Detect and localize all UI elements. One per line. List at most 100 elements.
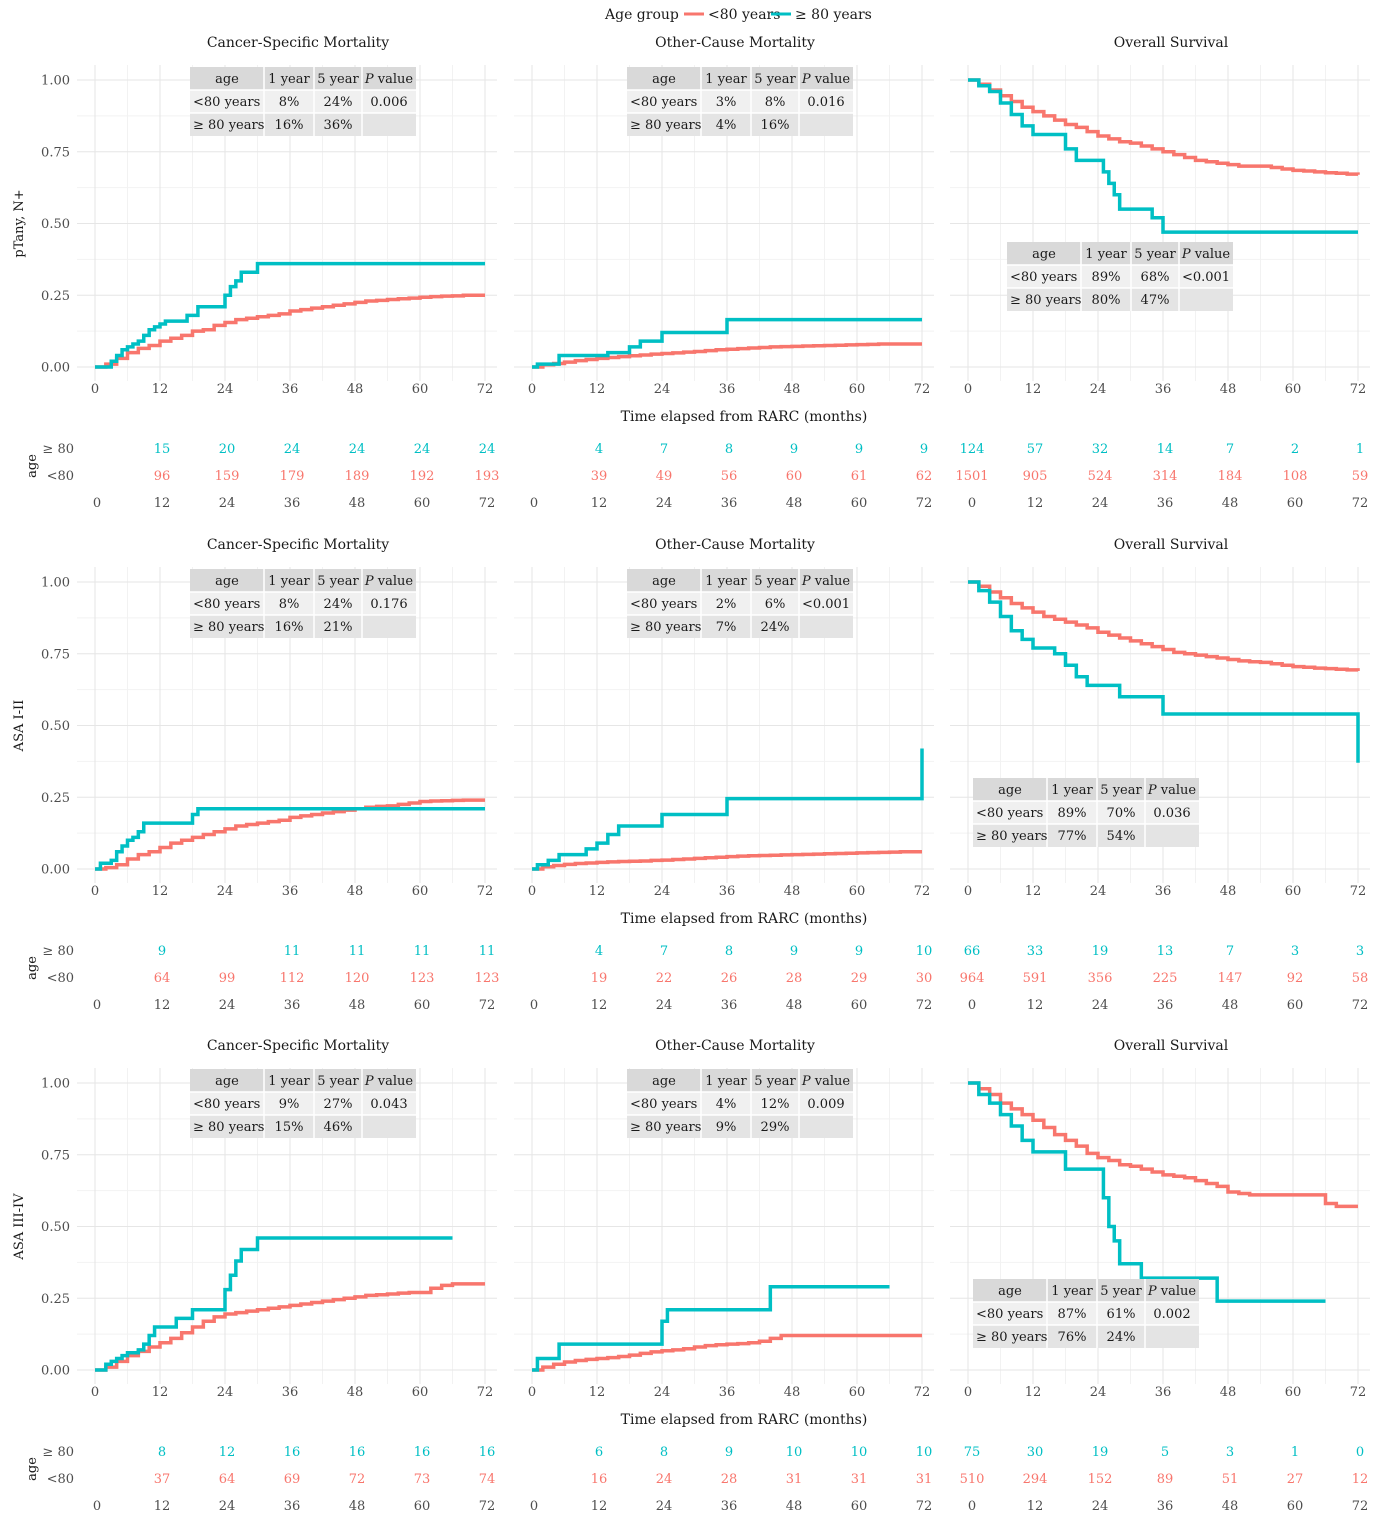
table-cell: <80 years: [976, 806, 1043, 821]
y-tick-label: 0.75: [41, 647, 70, 662]
series-line-ge80: [95, 261, 485, 369]
risk-count-lt80: 294: [1023, 1472, 1048, 1487]
table-header-cell: P value: [801, 1074, 851, 1089]
risk-table: 66 964 0 33 591 12 19 356 24 13 225 36 7 147 48 3 92 60 3 5…: [960, 944, 1369, 1013]
risk-x-tick-label: 60: [1287, 998, 1304, 1013]
panel-r1-c0: Cancer-Specific Mortality 0.00 0.25 0.50 0.7…: [41, 537, 499, 1013]
risk-count-lt80: 64: [219, 1472, 236, 1487]
table-row-bg: [627, 615, 853, 638]
table-row-bg: [627, 592, 853, 615]
risk-x-tick-label: 36: [721, 998, 738, 1013]
risk-x-tick-label: 24: [219, 998, 236, 1013]
table-cell: 0.043: [370, 1097, 407, 1112]
x-tick-label: 24: [1090, 382, 1107, 397]
x-tick-label: 12: [1025, 884, 1042, 899]
x-tick-label: 36: [282, 382, 299, 397]
x-tick-label: 60: [412, 1385, 429, 1400]
risk-x-tick-label: 72: [1352, 1499, 1369, 1514]
risk-count-ge80: 7: [660, 944, 668, 959]
risk-count-ge80: 24: [479, 442, 496, 457]
risk-x-tick-label: 60: [851, 998, 868, 1013]
table-cell: 46%: [324, 1120, 353, 1135]
risk-x-tick-label: 36: [284, 496, 301, 511]
table-header-cell: age: [998, 783, 1022, 798]
x-tick-label: 48: [347, 382, 364, 397]
x-tick-label: 72: [477, 382, 494, 397]
panel-title: Other-Cause Mortality: [655, 537, 815, 553]
risk-count-ge80: 6: [595, 1445, 603, 1460]
risk-count-ge80: 20: [219, 442, 236, 457]
risk-x-tick-label: 0: [968, 1499, 976, 1514]
risk-count-ge80: 16: [479, 1445, 496, 1460]
risk-count-ge80: 8: [725, 442, 733, 457]
risk-count-ge80: 10: [916, 944, 933, 959]
risk-count-ge80: 9: [855, 442, 863, 457]
risk-count-lt80: 27: [1287, 1472, 1304, 1487]
risk-count-ge80: 11: [414, 944, 431, 959]
x-axis-title: Time elapsed from RARC (months): [621, 911, 868, 927]
y-tick-label: 0.25: [41, 791, 70, 806]
series-line-ge80: [95, 1236, 453, 1372]
risk-count-ge80: 124: [960, 442, 985, 457]
table-header-cell: age: [215, 574, 239, 589]
x-axis-title: Time elapsed from RARC (months): [621, 409, 868, 425]
risk-count-ge80: 19: [1092, 944, 1109, 959]
table-cell: 87%: [1058, 1307, 1087, 1322]
table-cell: <80 years: [630, 1097, 697, 1112]
risk-count-ge80: 11: [479, 944, 496, 959]
x-tick-label: 24: [217, 382, 234, 397]
risk-x-tick-label: 24: [1092, 998, 1109, 1013]
table-row-bg: [627, 90, 853, 113]
y-tick-label: 1.00: [41, 1077, 70, 1092]
x-tick-label: 0: [528, 1385, 536, 1400]
risk-row-label-ge80: ≥ 80: [42, 442, 74, 457]
x-tick-label: 24: [654, 884, 671, 899]
risk-count-lt80: 179: [280, 469, 305, 484]
table-cell: 4%: [716, 118, 737, 133]
table-cell: ≥ 80 years: [193, 118, 264, 133]
risk-count-lt80: 24: [656, 1472, 673, 1487]
risk-table: 0 8 37 12 12 64 24 16 69 36 16 72 48 16 73 60 16 74 72: [93, 1445, 495, 1514]
series-line-ge80: [532, 1285, 890, 1372]
risk-x-tick-label: 60: [1287, 496, 1304, 511]
risk-x-tick-label: 12: [1027, 998, 1044, 1013]
series-line-lt80: [532, 850, 922, 871]
series-line-lt80: [532, 342, 922, 369]
risk-x-tick-label: 0: [968, 496, 976, 511]
legend-label-lt80: <80 years: [708, 7, 780, 23]
series-line-ge80: [532, 317, 922, 369]
risk-x-tick-label: 24: [656, 998, 673, 1013]
risk-count-ge80: 11: [284, 944, 301, 959]
table-cell: 9%: [279, 1097, 300, 1112]
table-cell: 3%: [716, 95, 737, 110]
risk-count-lt80: 192: [410, 469, 435, 484]
risk-row-label-lt80: <80: [47, 469, 74, 484]
risk-count-lt80: 74: [479, 1472, 496, 1487]
risk-count-ge80: 4: [595, 442, 603, 457]
panel-grid: pTany, N+ Cancer-Specific Mortality 0.00 0.…: [12, 35, 1370, 1514]
x-tick-label: 60: [849, 1385, 866, 1400]
table-row-bg: [627, 1092, 853, 1115]
risk-count-ge80: 33: [1027, 944, 1044, 959]
table-row-bg: [627, 113, 853, 136]
series-line-ge80: [532, 748, 924, 871]
risk-count-lt80: 524: [1088, 469, 1113, 484]
table-cell: 54%: [1107, 829, 1136, 844]
x-tick-label: 60: [412, 382, 429, 397]
table-cell: 8%: [279, 597, 300, 612]
risk-count-ge80: 66: [964, 944, 981, 959]
summary-table: age 1 year 5 year P value <80 years 87% 61% 0.0…: [973, 1279, 1199, 1348]
x-tick-label: 48: [1220, 884, 1237, 899]
table-cell: 24%: [324, 95, 353, 110]
table-row-bg: [190, 113, 416, 136]
table-header-cell: age: [1032, 247, 1056, 262]
x-tick-label: 12: [152, 884, 169, 899]
table-row-bg: [973, 1325, 1199, 1348]
risk-count-lt80: 123: [410, 971, 435, 986]
row-label: ASA I-II: [12, 700, 27, 753]
series-line-lt80: [968, 1081, 1358, 1209]
risk-count-lt80: 159: [215, 469, 240, 484]
risk-axis-label: age: [25, 1457, 40, 1481]
table-row-bg: [627, 1115, 853, 1138]
table-header-cell: P value: [1181, 247, 1231, 262]
